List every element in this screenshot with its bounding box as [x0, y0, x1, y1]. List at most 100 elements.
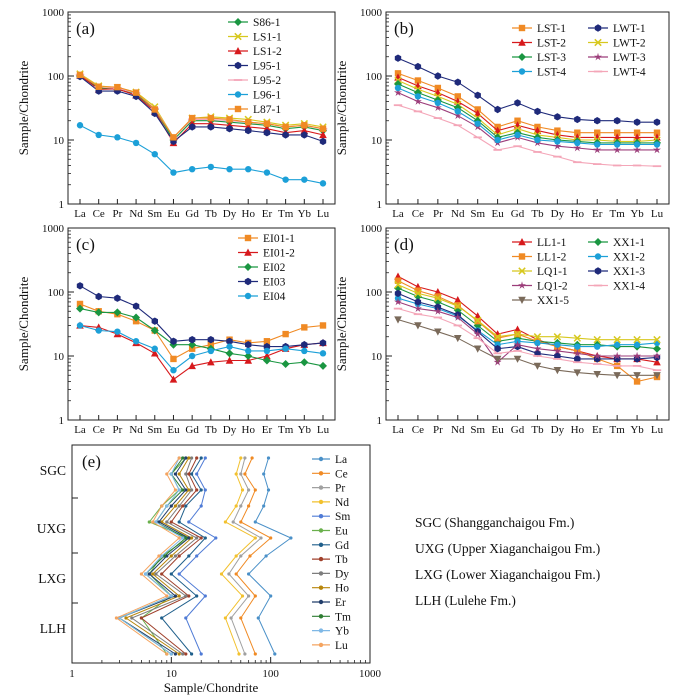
data-point	[514, 117, 521, 124]
legend-marker	[518, 267, 526, 275]
data-point	[300, 358, 309, 367]
y-tick-label: 10	[53, 135, 65, 147]
legend-label: LS1-1	[253, 32, 282, 44]
data-point	[184, 594, 188, 598]
legend-label: LQ1-2	[537, 281, 568, 293]
data-point	[199, 456, 203, 460]
data-point	[394, 289, 402, 298]
data-point	[262, 504, 266, 508]
data-point	[190, 472, 194, 476]
data-point	[169, 554, 173, 558]
legend-item: XX1-3	[588, 266, 645, 278]
x-tick-label: Pr	[433, 208, 443, 220]
legend-item: Eu	[312, 526, 348, 538]
data-point	[165, 652, 169, 656]
x-tick-label: Nd	[129, 424, 143, 436]
data-point	[554, 138, 561, 145]
data-point	[434, 293, 442, 300]
data-point	[301, 341, 308, 349]
legend-item: LS1-2	[228, 46, 282, 58]
legend-item: LST-4	[512, 67, 566, 79]
data-point	[240, 594, 245, 598]
x-tick-label: Ce	[93, 208, 105, 220]
legend-marker	[234, 91, 242, 98]
panel-a: 1 10 100 1000 La Ce Pr Nd Sm Eu Gd Tb Dy Ho Er Tm Yb Lu Sa…	[16, 7, 336, 220]
data-point	[173, 652, 177, 656]
legend-marker	[518, 68, 526, 75]
data-point	[188, 114, 196, 122]
data-point	[453, 313, 462, 321]
data-point	[253, 488, 257, 492]
legend-item: LQ1-2	[512, 281, 568, 293]
plot-frame	[385, 11, 670, 205]
data-point	[247, 572, 251, 576]
legend-item: Er	[312, 597, 346, 609]
data-point	[250, 456, 254, 460]
data-point	[207, 114, 215, 122]
legend-item: LST-1	[512, 23, 566, 35]
data-point	[188, 361, 196, 370]
data-point	[594, 129, 601, 136]
data-point	[594, 343, 601, 350]
data-point	[132, 313, 141, 322]
data-point	[653, 335, 661, 344]
data-point	[414, 77, 422, 84]
data-point	[653, 351, 661, 360]
data-point	[633, 129, 641, 136]
data-point	[76, 322, 84, 329]
data-point	[454, 302, 462, 310]
data-point	[413, 97, 422, 105]
data-point	[95, 131, 102, 139]
data-point	[264, 554, 268, 558]
formation-note: LLH (Lulehe Fm.)	[415, 593, 516, 608]
data-point	[454, 93, 461, 100]
legend-item: LWT-3	[588, 52, 646, 64]
data-point	[188, 352, 196, 360]
data-point	[414, 322, 422, 330]
data-point	[653, 129, 661, 136]
data-point	[187, 456, 191, 460]
legend-item: L95-2	[228, 75, 281, 87]
data-point	[114, 134, 121, 141]
series-line	[397, 284, 657, 341]
legend-marker	[318, 499, 324, 505]
data-point	[187, 520, 191, 524]
legend-item: XX1-5	[512, 295, 569, 307]
legend-label: Gd	[335, 540, 349, 552]
data-point	[226, 165, 233, 173]
legend-marker	[518, 38, 526, 46]
panel-label: (e)	[82, 452, 101, 471]
data-point	[169, 375, 178, 383]
legend-item: XX1-2	[588, 252, 645, 264]
data-point	[139, 572, 143, 576]
category-label: LXG	[38, 571, 66, 586]
legend-label: XX1-5	[537, 295, 569, 307]
data-point	[162, 554, 166, 558]
panel-label: (c)	[76, 235, 95, 254]
data-point	[226, 337, 233, 345]
data-point	[226, 125, 233, 133]
data-point	[177, 472, 181, 476]
data-point	[239, 472, 243, 476]
data-point	[613, 351, 622, 360]
y-tick-label: 100	[48, 287, 65, 299]
data-point	[282, 123, 289, 131]
data-point	[613, 341, 621, 348]
x-tick-label: Gd	[511, 208, 525, 220]
data-point	[394, 88, 402, 96]
legend-marker	[318, 556, 324, 562]
legend-marker	[318, 599, 324, 605]
data-point	[177, 594, 181, 598]
legend-item: L96-1	[228, 90, 281, 102]
x-tick-label: La	[392, 424, 404, 436]
legend-item: Tb	[312, 554, 348, 566]
data-point	[195, 594, 199, 598]
legend-marker	[518, 253, 526, 260]
data-point	[173, 472, 177, 476]
data-point	[223, 520, 227, 524]
series-S86-1	[76, 72, 327, 144]
data-point	[177, 520, 181, 524]
legend-label: Eu	[335, 526, 348, 538]
data-point	[173, 488, 177, 492]
data-point	[154, 520, 158, 524]
